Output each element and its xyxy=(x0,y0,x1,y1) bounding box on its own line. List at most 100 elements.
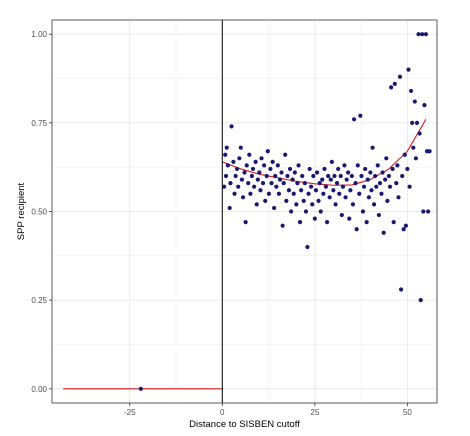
data-point xyxy=(423,32,428,37)
data-point xyxy=(277,177,283,182)
data-point xyxy=(309,184,314,189)
data-point xyxy=(223,152,228,157)
data-point xyxy=(329,159,334,164)
data-point xyxy=(326,173,331,179)
data-point xyxy=(225,163,230,168)
data-point xyxy=(314,170,320,175)
x-tick-label: 25 xyxy=(310,408,319,417)
data-point xyxy=(243,220,248,225)
y-tick-label: 1.00 xyxy=(31,30,47,39)
x-axis-title: Distance to SISBEN cutoff xyxy=(189,419,300,430)
data-point xyxy=(249,173,255,179)
data-point xyxy=(318,209,323,214)
data-point xyxy=(381,230,386,235)
data-points xyxy=(138,32,432,391)
data-point xyxy=(357,191,362,196)
data-point xyxy=(339,212,344,218)
data-point xyxy=(346,170,351,175)
data-point xyxy=(359,173,364,179)
data-point xyxy=(391,220,396,225)
data-point xyxy=(138,386,143,391)
data-point xyxy=(375,163,380,168)
data-point xyxy=(354,227,359,232)
data-point xyxy=(395,163,400,168)
data-point xyxy=(405,166,410,172)
data-point xyxy=(333,202,338,207)
data-point xyxy=(262,163,267,168)
data-point xyxy=(300,173,305,179)
data-point xyxy=(407,184,412,189)
data-point xyxy=(408,88,414,94)
y-tick-label: 0.25 xyxy=(31,296,47,305)
data-point xyxy=(236,184,241,189)
data-point xyxy=(305,244,310,250)
data-point xyxy=(390,166,395,172)
data-point xyxy=(229,124,234,129)
data-point xyxy=(374,184,379,189)
data-point xyxy=(260,181,266,186)
data-point xyxy=(331,188,336,193)
data-point xyxy=(371,202,377,207)
data-point xyxy=(368,170,373,175)
data-point xyxy=(316,198,321,203)
data-point xyxy=(250,166,256,172)
data-point xyxy=(401,227,406,232)
data-point xyxy=(283,152,288,157)
data-point xyxy=(349,173,354,179)
data-point xyxy=(406,67,411,72)
data-point xyxy=(403,223,409,228)
data-point xyxy=(364,220,369,225)
data-point xyxy=(387,184,393,189)
data-point xyxy=(383,177,388,182)
data-point xyxy=(332,173,337,179)
data-point xyxy=(410,120,415,125)
data-point xyxy=(259,156,264,161)
data-point xyxy=(294,202,299,207)
data-point xyxy=(420,32,425,37)
data-point xyxy=(290,177,295,182)
data-point xyxy=(276,191,282,196)
data-point xyxy=(355,163,360,168)
data-point xyxy=(287,166,293,172)
data-point xyxy=(272,205,277,211)
data-point xyxy=(353,181,358,186)
data-point xyxy=(285,173,290,179)
data-point xyxy=(246,181,251,186)
data-point xyxy=(317,181,322,186)
data-point xyxy=(422,103,427,108)
data-point xyxy=(427,149,432,154)
data-point xyxy=(334,181,340,186)
data-point xyxy=(265,149,270,154)
data-point xyxy=(286,188,292,193)
data-point xyxy=(238,145,243,150)
data-point xyxy=(322,166,327,172)
data-point xyxy=(253,159,258,164)
data-point xyxy=(365,177,370,182)
y-axis-ticks: 0.00 0.25 0.50 0.75 1.00 xyxy=(31,30,52,394)
data-point xyxy=(417,131,422,136)
data-point xyxy=(284,198,289,203)
x-axis-ticks: -25 0 25 50 xyxy=(124,403,412,417)
data-point xyxy=(413,156,418,161)
data-point xyxy=(279,170,284,175)
fit-line-right xyxy=(222,119,427,186)
data-point xyxy=(385,198,390,203)
x-tick-label: 50 xyxy=(403,408,412,417)
data-point xyxy=(302,181,307,186)
data-point xyxy=(358,113,363,118)
data-point xyxy=(269,181,274,186)
x-tick-label: -25 xyxy=(124,408,136,417)
y-tick-label: 0.75 xyxy=(31,119,47,128)
data-point xyxy=(227,205,232,211)
y-tick-label: 0.00 xyxy=(31,385,47,394)
data-point xyxy=(380,170,385,175)
data-point xyxy=(421,209,426,214)
data-point xyxy=(275,163,280,168)
data-point xyxy=(379,191,384,196)
data-point xyxy=(311,173,316,179)
data-point xyxy=(324,220,330,225)
data-point xyxy=(392,81,397,86)
data-point xyxy=(228,181,233,186)
